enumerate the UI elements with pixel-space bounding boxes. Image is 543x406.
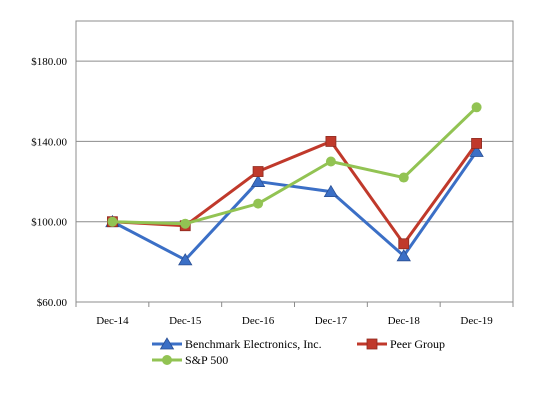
- legend-label: S&P 500: [185, 353, 228, 367]
- x-tick-label: Dec-14: [96, 315, 129, 327]
- legend-marker: [162, 355, 172, 365]
- legend-item: Benchmark Electronics, Inc.: [152, 337, 322, 351]
- data-point: [398, 172, 409, 183]
- legend-marker: [366, 338, 378, 350]
- data-point: [469, 144, 484, 157]
- data-point: [180, 218, 191, 229]
- data-point: [250, 174, 266, 187]
- data-point: [253, 198, 264, 209]
- x-tick-label: Dec-19: [460, 315, 493, 327]
- series-line: [111, 150, 478, 262]
- y-tick-label: $140.00: [31, 136, 67, 148]
- data-point: [471, 102, 482, 113]
- data-point: [471, 138, 482, 149]
- data-point: [396, 249, 411, 262]
- x-axis-tick-labels: Dec-14 Dec-15 Dec-16 Dec-17 Dec-18 Dec-19: [96, 315, 493, 327]
- series-3: [107, 102, 482, 229]
- data-point: [107, 216, 118, 227]
- x-axis-ticks: [75, 302, 514, 307]
- legend: Benchmark Electronics, Inc. Peer Group S&P…: [152, 337, 445, 367]
- x-tick-label: Dec-18: [388, 315, 421, 327]
- y-tick-label: $60.00: [37, 297, 68, 309]
- data-point: [325, 156, 336, 167]
- legend-label: Peer Group: [390, 337, 445, 351]
- data-point: [252, 166, 264, 177]
- y-tick-label: $180.00: [31, 56, 67, 68]
- series-group: [105, 102, 484, 266]
- y-tick-label: $100.00: [31, 217, 67, 229]
- legend-label: Benchmark Electronics, Inc.: [185, 337, 322, 351]
- data-point: [323, 184, 339, 198]
- legend-marker: [159, 337, 175, 350]
- series-line: [112, 106, 478, 226]
- x-tick-label: Dec-16: [242, 315, 275, 327]
- legend-item: S&P 500: [152, 353, 228, 367]
- plot-area: [75, 20, 514, 303]
- x-tick-label: Dec-17: [315, 315, 348, 327]
- series-line: [112, 139, 478, 246]
- data-point: [325, 136, 337, 147]
- data-point: [398, 238, 410, 250]
- data-point: [178, 253, 193, 266]
- x-tick-label: Dec-15: [169, 315, 202, 327]
- legend-item: Peer Group: [357, 337, 445, 351]
- y-axis-tick-labels: $60.00 $100.00 $140.00 $180.00: [31, 56, 67, 309]
